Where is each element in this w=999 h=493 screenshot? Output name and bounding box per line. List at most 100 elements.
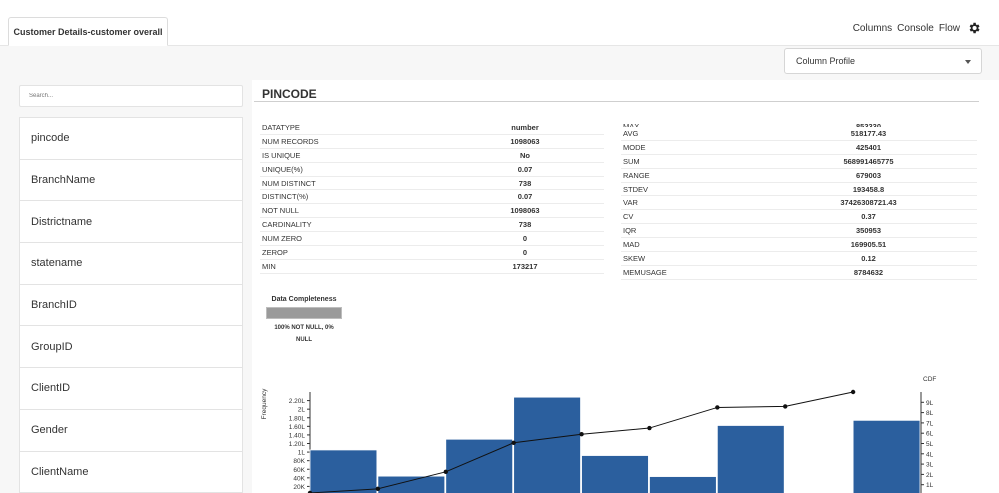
cdf-point — [783, 404, 788, 409]
stat-value: 37426308721.43 — [840, 198, 897, 208]
stat-value: No — [520, 150, 530, 160]
stat-row: DISTINCT(%) 0.07 — [260, 190, 604, 205]
page-title: PINCODE — [262, 87, 317, 101]
search-input[interactable] — [19, 85, 243, 107]
gear-icon[interactable] — [967, 21, 981, 35]
stat-row: VAR 37426308721.43 — [621, 196, 977, 211]
column-list-item[interactable]: Districtname — [20, 201, 242, 244]
stat-value: 738 — [518, 220, 532, 230]
stat-row: RANGE 679003 — [621, 169, 977, 183]
stat-row: MODE 425401 — [621, 141, 977, 155]
histogram-bar — [581, 455, 649, 493]
stat-value: 1098063 — [510, 136, 540, 146]
stat-value: 0 — [522, 234, 528, 244]
y-tick-label: 1.40L — [289, 432, 306, 439]
stats-table-right: AVG 518177.43 MODE 425401 SUM 568991465775 RAN… — [621, 127, 977, 280]
stat-key: AVG — [623, 128, 639, 138]
histogram-bar — [852, 419, 921, 493]
stat-row: NUM DISTINCT 738 — [260, 177, 604, 191]
y2-tick-label: 5L — [926, 441, 934, 448]
stat-key: SKEW — [623, 253, 646, 263]
stat-key: UNIQUE(%) — [262, 164, 303, 174]
stat-value: number — [511, 122, 539, 132]
column-list-item[interactable]: BranchName — [20, 160, 242, 202]
stat-value: 169905.51 — [850, 240, 887, 250]
stat-row: SUM 568991465775 — [621, 155, 977, 169]
stat-value: 518177.43 — [850, 128, 887, 138]
histogram-chart: 20K40K60K80K1L1.20L1.40L1.60L1.80L2L2.20… — [261, 376, 936, 493]
header-actions: Columns Console Flow — [853, 21, 981, 35]
cdf-point — [579, 432, 584, 437]
y2-tick-label: 9L — [926, 400, 934, 407]
profile-select-value: Column Profile — [796, 56, 856, 66]
cdf-point — [850, 389, 856, 395]
stat-value: 425401 — [855, 142, 882, 152]
stat-row: IQR 350953 — [621, 224, 977, 239]
stat-key: NUM DISTINCT — [262, 178, 316, 188]
stat-value: 568991465775 — [843, 156, 894, 166]
profile-select[interactable]: Column Profile — [784, 48, 982, 74]
stat-row: CARDINALITY 738 — [260, 218, 604, 233]
histogram-bar — [716, 425, 785, 493]
stat-key: STDEV — [623, 184, 649, 194]
y2-tick-label: 2L — [926, 472, 934, 479]
y2-tick-label: 4L — [926, 451, 934, 458]
y-tick-label: 1.80L — [289, 415, 306, 422]
completeness-title: Data Completeness — [271, 296, 337, 303]
stat-value: 193458.8 — [852, 184, 885, 194]
stat-row: NOT NULL 1098063 — [260, 204, 604, 219]
y-tick-label: 2.20L — [289, 398, 306, 405]
stat-key: MEMUSAGE — [623, 267, 667, 277]
column-list-item[interactable]: statename — [20, 243, 242, 285]
column-list-item[interactable]: BranchID — [20, 285, 242, 327]
stat-value: 853330 — [855, 122, 882, 127]
stat-row: NUM RECORDS 1098063 — [260, 135, 604, 149]
histogram-bar — [377, 475, 446, 493]
tab-customer-details[interactable]: Customer Details-customer overall — [8, 17, 168, 46]
stat-value: 0.07 — [517, 164, 533, 174]
stat-value: 0.07 — [517, 192, 533, 202]
stat-key: IS UNIQUE — [262, 150, 301, 160]
stat-row: CV 0.37 — [621, 210, 977, 225]
stat-row: IS UNIQUE No — [260, 149, 604, 163]
y-axis-title: Frequency — [261, 388, 268, 419]
completeness-note: 100% NOT NULL, 0% NULL — [274, 325, 334, 343]
stat-value: 0.37 — [861, 212, 876, 222]
column-list-item[interactable]: Gender — [20, 410, 242, 452]
data-completeness: Data Completeness 100% NOT NULL, 0% NULL — [262, 296, 346, 346]
y2-axis-title: CDF — [923, 376, 936, 383]
stat-key: NUM ZERO — [262, 234, 302, 244]
stat-key: MAD — [623, 240, 640, 250]
stat-key: IQR — [623, 226, 637, 236]
column-list-item[interactable]: GroupID — [20, 326, 242, 369]
histogram-bar — [513, 396, 581, 493]
top-bar: Customer Details-customer overall Column… — [0, 0, 999, 46]
column-list-item[interactable]: pincode — [20, 118, 242, 160]
column-list-item[interactable]: ClientName — [20, 452, 242, 493]
stat-value: 8784632 — [853, 267, 884, 277]
stat-value: 0.12 — [861, 253, 876, 263]
flow-link[interactable]: Flow — [938, 22, 960, 34]
cdf-point — [715, 405, 720, 410]
y2-tick-label: 1L — [926, 482, 934, 489]
cdf-point — [443, 469, 448, 475]
column-list-item[interactable]: ClientID — [20, 368, 242, 410]
y2-tick-label: 8L — [926, 410, 934, 417]
cdf-point — [647, 425, 652, 431]
stat-key: CV — [623, 212, 634, 222]
stat-key: NUM RECORDS — [262, 136, 319, 146]
y2-tick-label: 3L — [926, 462, 934, 469]
stat-row: UNIQUE(%) 0.07 — [260, 163, 604, 177]
stat-row: NUM ZERO 0 — [260, 232, 604, 247]
console-link[interactable]: Console — [897, 22, 934, 34]
stat-row: MIN 173217 — [260, 260, 604, 274]
cdf-point — [511, 440, 516, 445]
histogram-bar — [649, 476, 717, 493]
stats-table-left: DATATYPE number NUM RECORDS 1098063 IS UNIQU… — [260, 121, 604, 274]
stat-row: STDEV 193458.8 — [621, 183, 977, 197]
y-tick-label: 1.60L — [289, 424, 306, 431]
columns-link[interactable]: Columns — [852, 22, 893, 34]
stat-key: RANGE — [623, 170, 650, 180]
chevron-down-icon — [965, 60, 971, 64]
stat-value: 350953 — [855, 226, 882, 236]
